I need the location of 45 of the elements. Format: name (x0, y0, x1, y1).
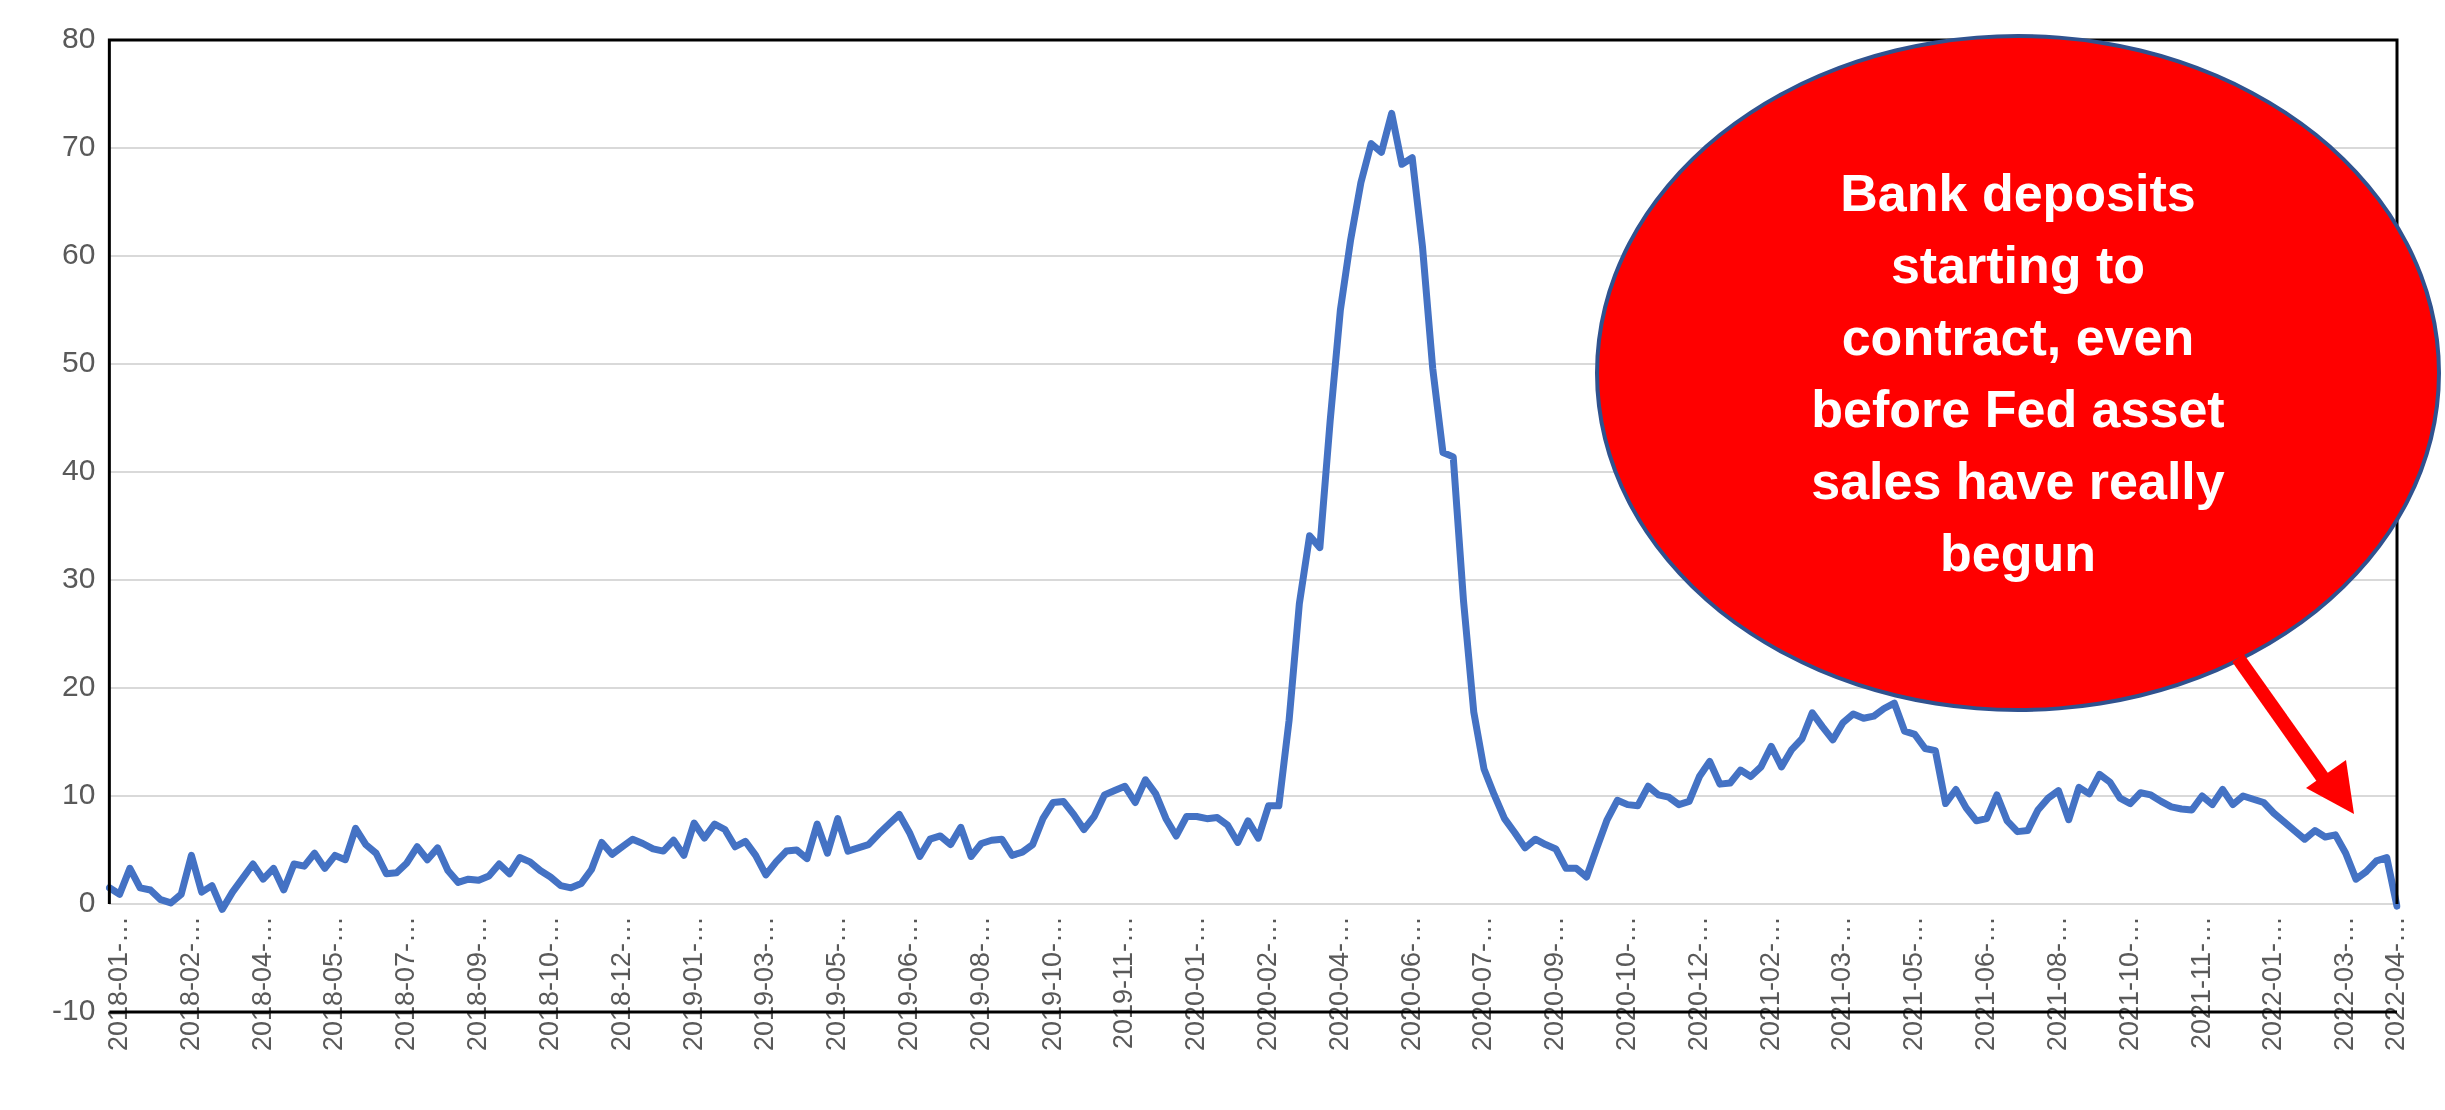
x-tick-label: 2018-12-… (605, 916, 636, 1052)
x-tick-label: 2018-02-… (174, 916, 205, 1052)
y-tick-label: 30 (61, 561, 96, 595)
y-tick-label: 20 (61, 669, 96, 703)
y-tick-label: 40 (61, 453, 96, 487)
y-tick-label: 70 (61, 129, 96, 163)
x-tick-label: 2019-10-… (1036, 916, 1067, 1052)
x-tick-label: 2021-11-… (2185, 916, 2216, 1050)
x-tick-label: 2018-04-… (246, 916, 277, 1052)
x-tick-label: 2021-05-… (1898, 916, 1929, 1052)
y-tick-label: 60 (61, 237, 96, 271)
x-tick-label: 2020-12-… (1682, 916, 1713, 1052)
y-tick-label: 10 (61, 777, 96, 811)
x-tick-label: 2020-06-… (1395, 916, 1426, 1052)
x-tick-label: 2018-07-… (390, 916, 421, 1052)
callout-ellipse: Bank deposits starting to contract, even before Fed asset sales have really begun (1595, 34, 2441, 712)
x-tick-label: 2018-01-… (103, 916, 134, 1052)
annotation: Bank deposits starting to contract, even before Fed asset sales have really begun (1810, 163, 2226, 584)
x-tick-label: 2022-01-… (2257, 916, 2288, 1052)
x-tick-label: 2021-02-… (1754, 916, 1785, 1052)
x-tick-label: 2022-04-… (2380, 916, 2411, 1052)
x-tick-label: 2019-08-… (964, 916, 995, 1052)
x-tick-label: 2020-09-… (1539, 916, 1570, 1052)
x-tick-label: 2019-06-… (892, 916, 923, 1052)
x-tick-label: 2021-03-… (1826, 916, 1857, 1052)
y-tick-label: 0 (78, 885, 96, 919)
x-tick-label: 2018-05-… (318, 916, 349, 1052)
x-tick-label: 2019-03-… (749, 916, 780, 1052)
y-tick-label: 80 (61, 21, 96, 55)
x-tick-label: 2020-04-… (1323, 916, 1354, 1052)
x-tick-label: 2021-06-… (1970, 916, 2001, 1052)
x-tick-label: 2019-05-… (821, 916, 852, 1052)
x-tick-label: 2018-10-… (533, 916, 564, 1052)
x-tick-label: 2020-10-… (1611, 916, 1642, 1052)
x-tick-label: 2021-08-… (2041, 916, 2072, 1052)
x-tick-label: 2022-03-… (2329, 916, 2360, 1052)
x-tick-label: 2021-10-… (2113, 916, 2144, 1052)
y-tick-label: 50 (61, 345, 96, 379)
y-tick-label: -10 (52, 993, 96, 1027)
x-tick-label: 2020-01-… (1180, 916, 1211, 1052)
x-tick-label: 2018-09-… (462, 916, 493, 1052)
x-tick-label: 2020-02-… (1252, 916, 1283, 1052)
x-tick-label: 2019-11-… (1108, 916, 1139, 1050)
x-tick-label: 2019-01-… (677, 916, 708, 1052)
x-tick-label: 2020-07-… (1467, 916, 1498, 1052)
